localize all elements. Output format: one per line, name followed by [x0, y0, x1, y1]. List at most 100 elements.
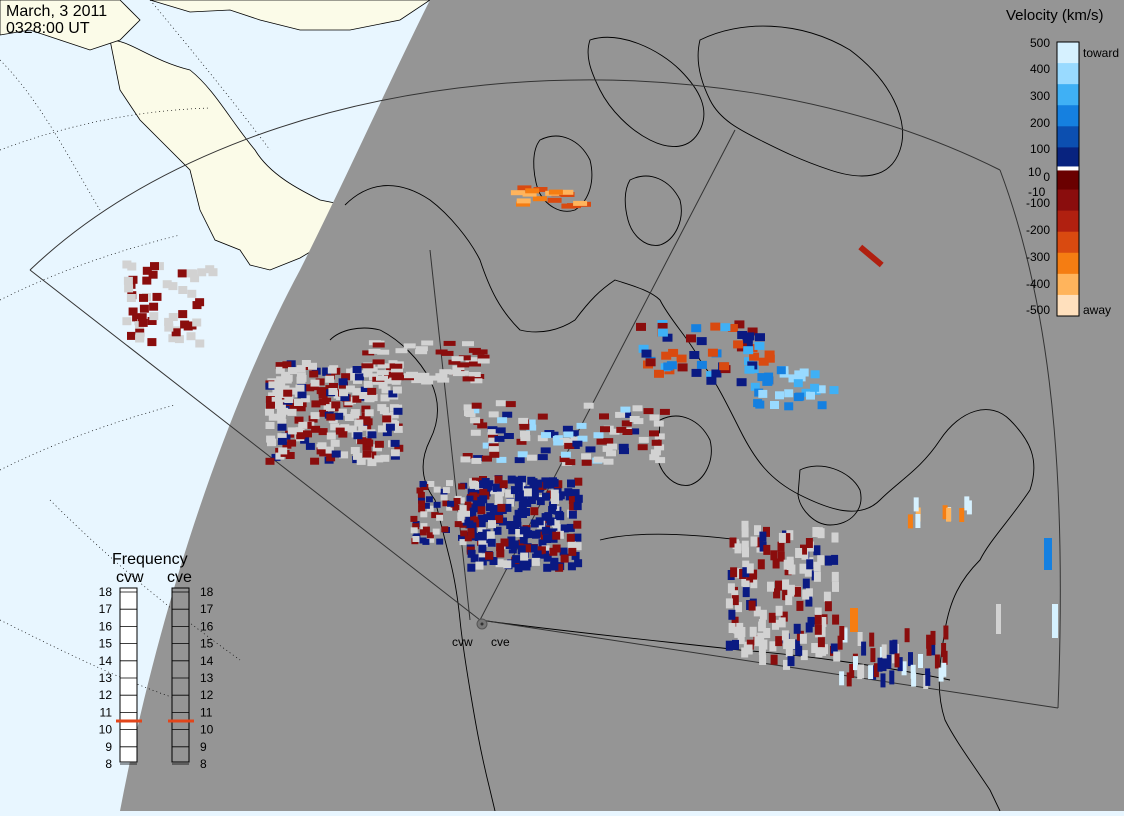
scatter-cell [517, 185, 532, 191]
scatter-cell [764, 376, 774, 385]
scatter-cell [603, 458, 614, 465]
scatter-cell [907, 514, 913, 529]
scatter-cell [551, 518, 560, 527]
scatter-cell [187, 321, 197, 330]
scatter-cell [446, 480, 453, 487]
scatter-cell [550, 562, 559, 571]
scatter-cell [811, 643, 819, 653]
scatter-cell [663, 362, 674, 371]
scatter-cell [547, 197, 562, 203]
colorbar-swatch [1057, 126, 1079, 148]
scatter-cell [795, 548, 803, 558]
scatter-cell [478, 540, 487, 549]
scatter-cell [759, 531, 767, 542]
scatter-cell [941, 643, 947, 657]
scatter-cell [757, 632, 765, 643]
scatter-cell [325, 375, 335, 383]
scatter-cell [493, 483, 502, 492]
scatter-cell [733, 340, 744, 349]
scatter-cell [358, 423, 368, 431]
frequency-tick-left: 17 [99, 602, 113, 616]
scatter-cell [326, 432, 336, 440]
scatter-cell [347, 397, 356, 405]
scatter-cell [526, 424, 537, 431]
scatter-cell [391, 375, 404, 381]
colorbar-swatch [1057, 273, 1079, 296]
scatter-cell [300, 436, 310, 444]
scatter-cell [368, 348, 381, 354]
scatter-cell [205, 265, 215, 274]
scatter-cell [162, 280, 172, 289]
scatter-cell [637, 444, 648, 451]
colorbar-swatch [1057, 84, 1079, 106]
scatter-cell [122, 260, 132, 269]
scatter-cell [569, 502, 578, 511]
scatter-cell [514, 483, 523, 491]
scatter-cell [426, 532, 434, 539]
scatter-cell [662, 333, 673, 342]
scatter-cell [483, 514, 492, 523]
scatter-cell [390, 439, 400, 447]
scatter-cell [817, 637, 825, 648]
scatter-cell [600, 426, 610, 433]
scatter-cell [654, 444, 665, 451]
scatter-cell [192, 318, 202, 327]
scatter-cell [645, 358, 656, 367]
colorbar-swatch [1057, 189, 1079, 212]
scatter-cell [317, 442, 327, 450]
scatter-cell [327, 366, 337, 374]
scatter-cell [518, 501, 527, 510]
scatter-cell [559, 456, 570, 463]
scatter-cell [477, 506, 486, 515]
scatter-cell [271, 396, 281, 404]
scatter-cell [529, 544, 538, 553]
scatter-cell [734, 543, 742, 554]
scatter-cell [775, 605, 783, 616]
frequency-tick-right: 9 [200, 740, 207, 754]
scatter-cell [519, 535, 528, 544]
scatter-cell [316, 447, 326, 455]
scatter-cell [886, 654, 892, 669]
scatter-cell [502, 411, 513, 418]
scatter-cell [410, 515, 418, 522]
scatter-cell [275, 452, 285, 460]
scatter-cell [377, 349, 390, 355]
scatter-cell [868, 665, 874, 680]
scatter-cell [764, 354, 775, 363]
scatter-cell [394, 444, 404, 452]
scatter-cell [458, 483, 466, 490]
scatter-cell [519, 495, 528, 503]
scatter-cell [551, 496, 559, 504]
scatter-cell [195, 298, 205, 307]
frequency-bar-cvw [119, 587, 138, 763]
colorbar-swatch [1057, 42, 1079, 64]
scatter-cell [464, 501, 472, 508]
scatter-cell [908, 652, 913, 667]
scatter-cell [365, 366, 378, 372]
scatter-cell [638, 436, 649, 443]
scatter-cell [946, 507, 952, 522]
scatter-cell [322, 367, 332, 375]
scatter-cell [380, 454, 390, 462]
scatter-cell [518, 488, 527, 496]
scatter-cell [519, 423, 530, 430]
scatter-cell [378, 381, 388, 389]
scatter-cell [815, 647, 823, 658]
scatter-cell [559, 189, 574, 195]
scatter-cell [574, 477, 583, 486]
scatter-cell [523, 544, 531, 553]
scatter-cell [303, 430, 312, 438]
lat-lon-grid [0, 0, 271, 701]
scatter-cell [296, 432, 306, 440]
scatter-cell [178, 286, 188, 294]
scatter-cell [787, 656, 795, 667]
scatter-cell [747, 327, 758, 336]
scatter-cell [324, 446, 334, 454]
scatter-cell [282, 361, 292, 369]
scatter-cell [470, 417, 481, 424]
scatter-cell [880, 673, 886, 688]
scatter-cell [543, 563, 552, 572]
scatter-cell [686, 334, 696, 343]
scatter-cell [152, 292, 162, 301]
